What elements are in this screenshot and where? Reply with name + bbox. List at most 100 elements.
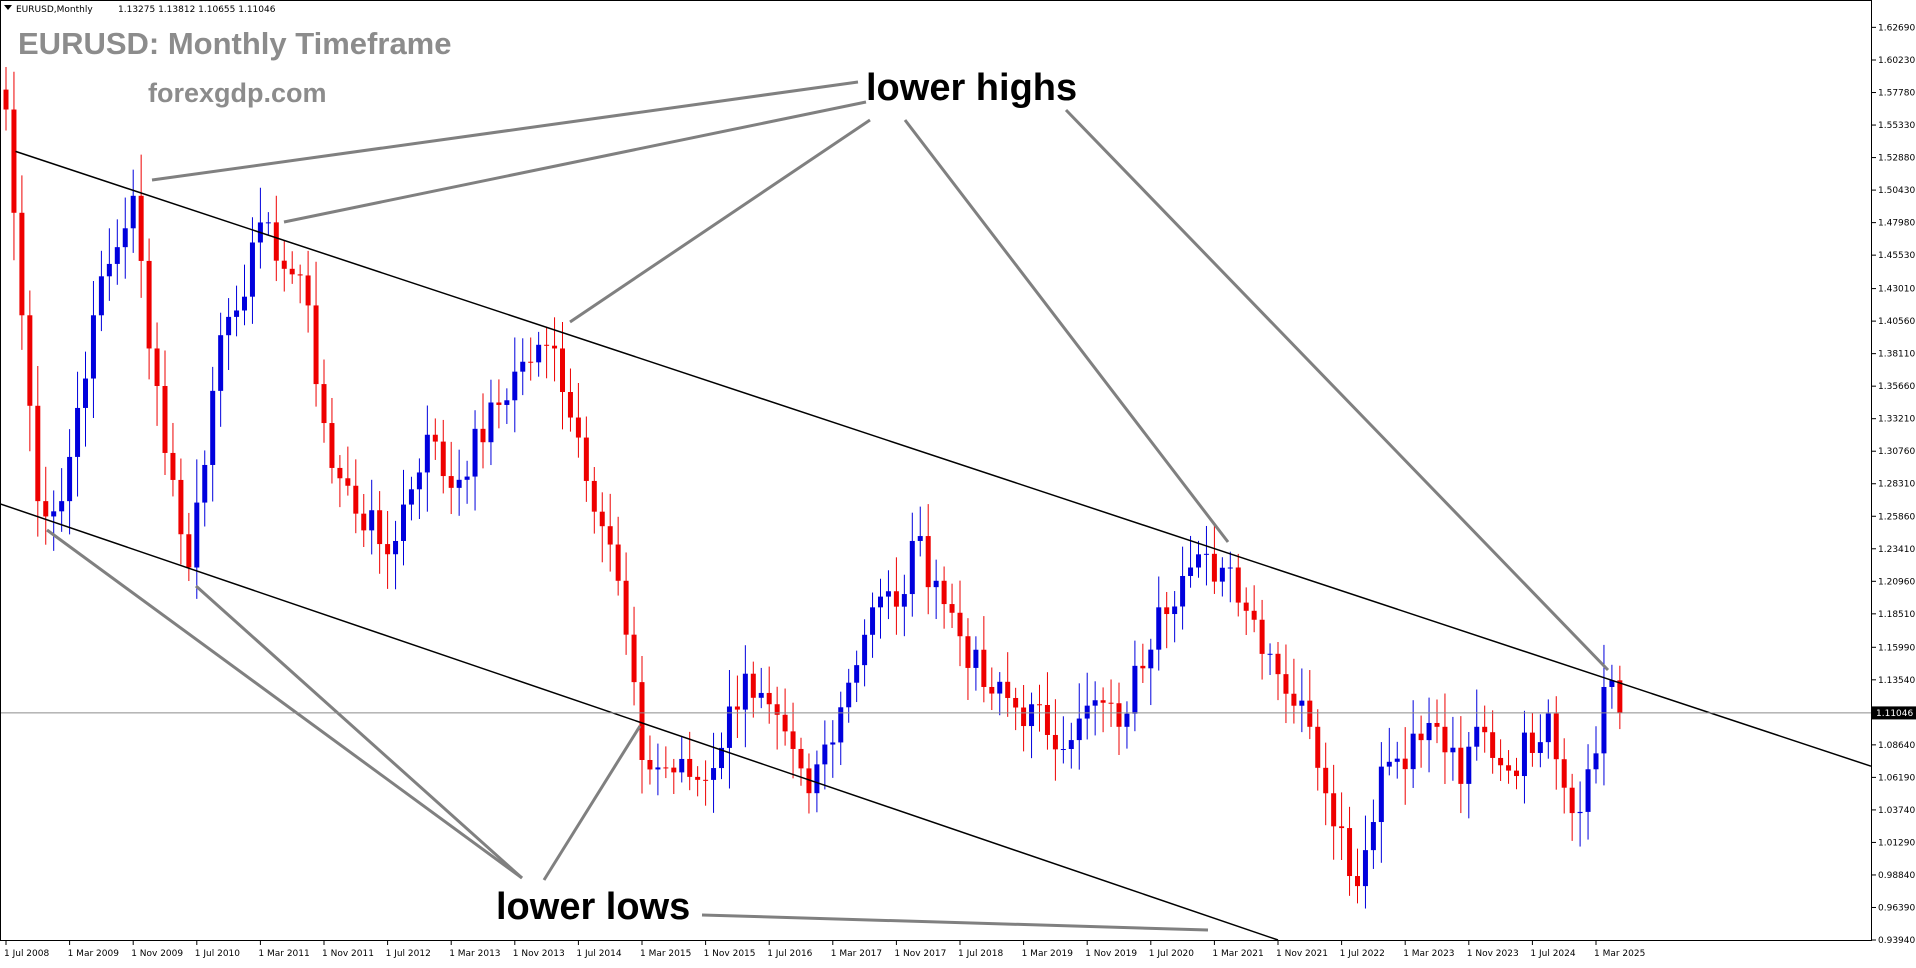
x-axis: 1 Jul 2008 1 Mar 2009 1 Nov 2009 1 Jul 2010… [4,940,1645,959]
candle-body [218,335,224,391]
annotation-lower-lows: lower lows [496,886,690,928]
candle-body [1561,759,1567,788]
candle-body [925,536,931,588]
candle-body [623,580,629,635]
candle-body [1498,757,1504,766]
plot-frame [0,0,1872,941]
candle-body [361,513,367,531]
candle-body [90,315,96,379]
candle-body [1355,876,1360,887]
candle-body [27,315,33,406]
candle-body [75,407,81,457]
candle-body [146,260,152,349]
candle-body [1593,753,1599,770]
y-tick-label: 1.55330 [1878,121,1915,131]
candle-body [424,434,430,473]
candle-body [552,345,558,349]
channel-trendline [15,150,1872,767]
candle-body [575,417,581,438]
y-tick-label: 1.28310 [1878,480,1915,490]
candle-body [35,405,41,502]
candle-body [1044,704,1050,735]
candle-body [329,423,335,468]
candle-body [1434,722,1440,727]
candle-body [663,767,669,769]
annotation-pointer-line [46,528,523,880]
candle-body [11,109,17,213]
candle-body [265,222,271,224]
candle-body [1394,758,1400,762]
x-tick-label: 1 Mar 2017 [831,949,882,959]
candle-body [1100,700,1106,703]
annotation-pointer-line [542,725,642,881]
candle-body [1259,619,1265,654]
candle-body [1506,765,1512,771]
y-tick-label: 1.08640 [1878,741,1915,751]
candle-body [1514,770,1519,777]
candle-body [1172,606,1178,615]
candle-body [798,748,804,769]
candle-body [321,384,327,424]
candle-body [520,361,526,372]
candle-body [1331,793,1337,827]
candle-body [393,540,399,555]
annotation-pointer-line [194,584,524,880]
candle-body [695,776,701,780]
y-tick-label: 1.30760 [1878,447,1915,457]
current-price-label: 1.11046 [1876,709,1913,719]
chart-subtitle: forexgdp.com [148,78,327,108]
candle-body [1545,713,1551,743]
candle-body [440,441,446,477]
header-symbol: EURUSD,Monthly [16,5,93,15]
candle-body [560,348,565,393]
candle-body [671,767,677,773]
candle-body [1466,746,1472,784]
candle-body [758,692,764,698]
candle-body [607,526,613,545]
candle-body [591,480,597,512]
candle-body [1227,567,1233,569]
candle-body [1537,742,1543,753]
y-tick-label: 1.33210 [1878,415,1915,425]
annotation-lower-highs: lower highs [866,67,1077,109]
candle-body [544,344,550,346]
candle-body [1283,674,1289,694]
candle-body [385,544,391,555]
chart-header: EURUSD,Monthly 1.13275 1.13812 1.10655 1… [4,5,276,15]
annotation-pointer-line [569,118,871,324]
candle-body [782,714,788,732]
candle-body [528,361,534,363]
candle-body [448,476,454,488]
annotation-pointer-line [283,100,867,224]
candle-body [1458,747,1464,784]
x-tick-label: 1 Nov 2021 [1276,949,1328,959]
y-tick-label: 1.47980 [1878,219,1915,229]
candle-body [1084,705,1090,719]
x-tick-label: 1 Jul 2008 [4,949,49,959]
candle-body [1585,769,1591,812]
x-tick-label: 1 Nov 2017 [894,949,946,959]
candle-body [480,428,486,443]
candle-body [1156,607,1162,650]
candle-body [488,402,494,443]
candle-body [1196,554,1201,568]
candle-body [1140,665,1146,669]
annotation-pointer-line [1064,108,1610,672]
annotation-pointers [46,80,1610,932]
candle-body [1291,693,1297,706]
y-tick-label: 1.23410 [1878,545,1915,555]
x-tick-label: 1 Nov 2013 [513,949,565,959]
candle-body [711,768,717,780]
header-ohlc: 1.13275 1.13812 1.10655 1.11046 [118,5,276,15]
candle-body [281,260,287,269]
candle-body [655,767,661,770]
candle-body [599,511,605,527]
candle-body [19,212,25,316]
candle-body [957,612,963,637]
candle-body [1442,726,1448,753]
candle-body [1402,758,1408,770]
y-axis: 1.62690 1.60230 1.57780 1.55330 1.52880 1.504… [1871,23,1915,946]
candle-body [806,768,812,794]
